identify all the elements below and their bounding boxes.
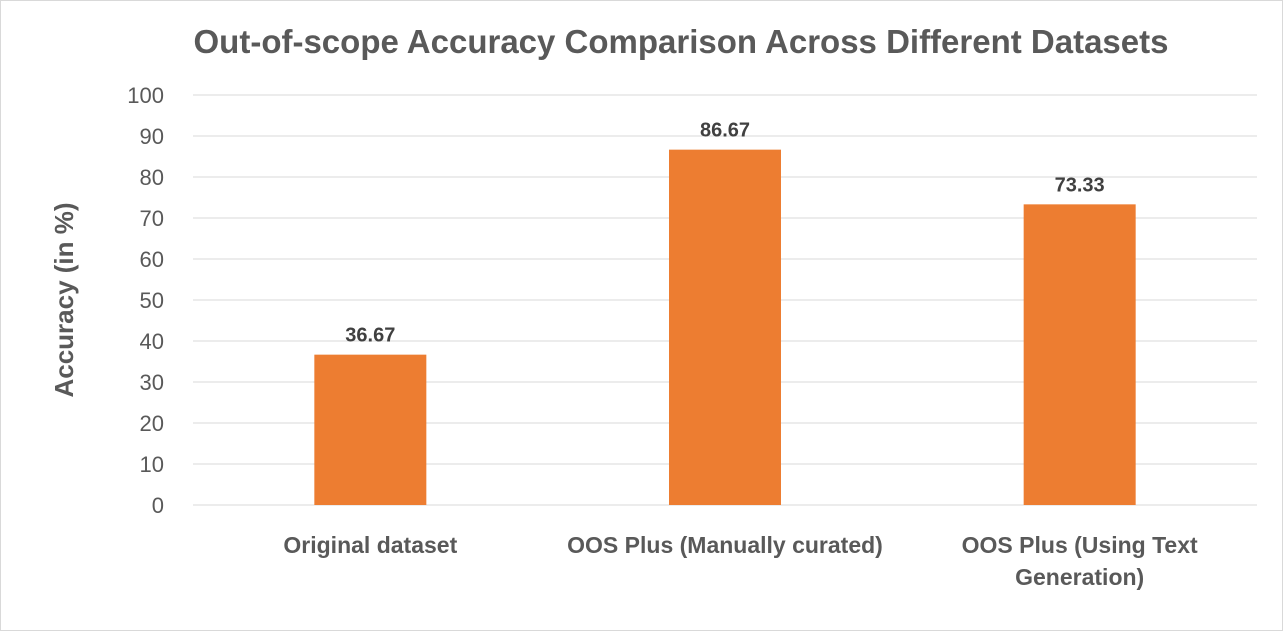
bar — [669, 149, 781, 505]
bar — [1023, 204, 1136, 506]
y-tick-label: 90 — [140, 124, 164, 149]
y-axis-ticks: 0 10 20 30 40 50 60 70 80 90 100 — [127, 83, 164, 518]
x-category-label: Original dataset — [283, 532, 457, 558]
y-tick-label: 60 — [140, 247, 164, 272]
bars — [314, 149, 1136, 506]
y-axis-label: Accuracy (in %) — [49, 202, 79, 397]
data-label: 73.33 — [1055, 174, 1105, 196]
y-tick-label: 40 — [140, 329, 164, 354]
x-category-label: Generation) — [1015, 564, 1144, 590]
y-tick-label: 20 — [140, 411, 164, 436]
y-tick-label: 0 — [152, 493, 164, 518]
y-tick-label: 100 — [127, 83, 164, 108]
y-tick-label: 50 — [140, 288, 164, 313]
x-axis-categories: Original dataset OOS Plus (Manually curat… — [283, 532, 1198, 590]
data-label: 36.67 — [345, 325, 395, 347]
x-category-label: OOS Plus (Manually curated) — [567, 532, 883, 558]
y-tick-label: 70 — [140, 206, 164, 231]
y-tick-label: 10 — [140, 452, 164, 477]
chart-title: Out-of-scope Accuracy Comparison Across … — [194, 23, 1169, 60]
y-tick-label: 30 — [140, 370, 164, 395]
data-labels: 36.67 86.67 73.33 — [345, 120, 1104, 347]
x-category-label: OOS Plus (Using Text — [962, 532, 1198, 558]
data-label: 86.67 — [700, 120, 750, 142]
y-tick-label: 80 — [140, 165, 164, 190]
bar — [314, 354, 427, 505]
